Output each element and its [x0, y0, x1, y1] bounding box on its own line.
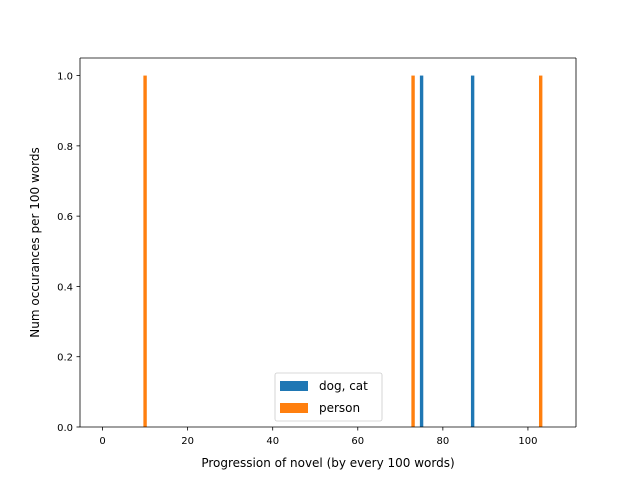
legend: dog, cat person: [274, 372, 383, 422]
x-tick-label: 100: [518, 436, 537, 447]
y-axis: 0.0 0.2 0.4 0.6 0.8 1.0: [57, 72, 80, 434]
x-axis: 0 20 40 60 80 100: [99, 427, 537, 447]
y-tick-label: 1.0: [57, 72, 73, 83]
legend-swatch: [280, 403, 308, 413]
bars-group: [143, 75, 543, 428]
x-tick-label: 0: [99, 436, 105, 447]
bar-person: [411, 75, 415, 428]
bar-dog-cat: [470, 75, 475, 428]
y-tick-label: 0.4: [57, 282, 73, 293]
legend-swatch: [280, 381, 308, 391]
x-tick-label: 80: [436, 436, 449, 447]
x-tick-label: 20: [181, 436, 194, 447]
y-tick-label: 0.0: [57, 423, 73, 434]
plot-area: [80, 58, 576, 427]
bar-person: [538, 75, 543, 428]
x-tick-label: 40: [266, 436, 279, 447]
x-axis-label: Progression of novel (by every 100 words…: [201, 456, 454, 470]
y-tick-label: 0.2: [57, 353, 73, 364]
bar-person: [143, 75, 147, 428]
y-tick-label: 0.8: [57, 142, 73, 153]
x-tick-label: 60: [351, 436, 364, 447]
y-tick-label: 0.6: [57, 212, 73, 223]
legend-label: dog, cat: [319, 379, 368, 393]
bar-dog-cat: [419, 75, 424, 428]
axes-spines: [79, 57, 577, 428]
legend-label: person: [319, 401, 360, 415]
y-axis-label: Num occurances per 100 words: [28, 147, 42, 337]
